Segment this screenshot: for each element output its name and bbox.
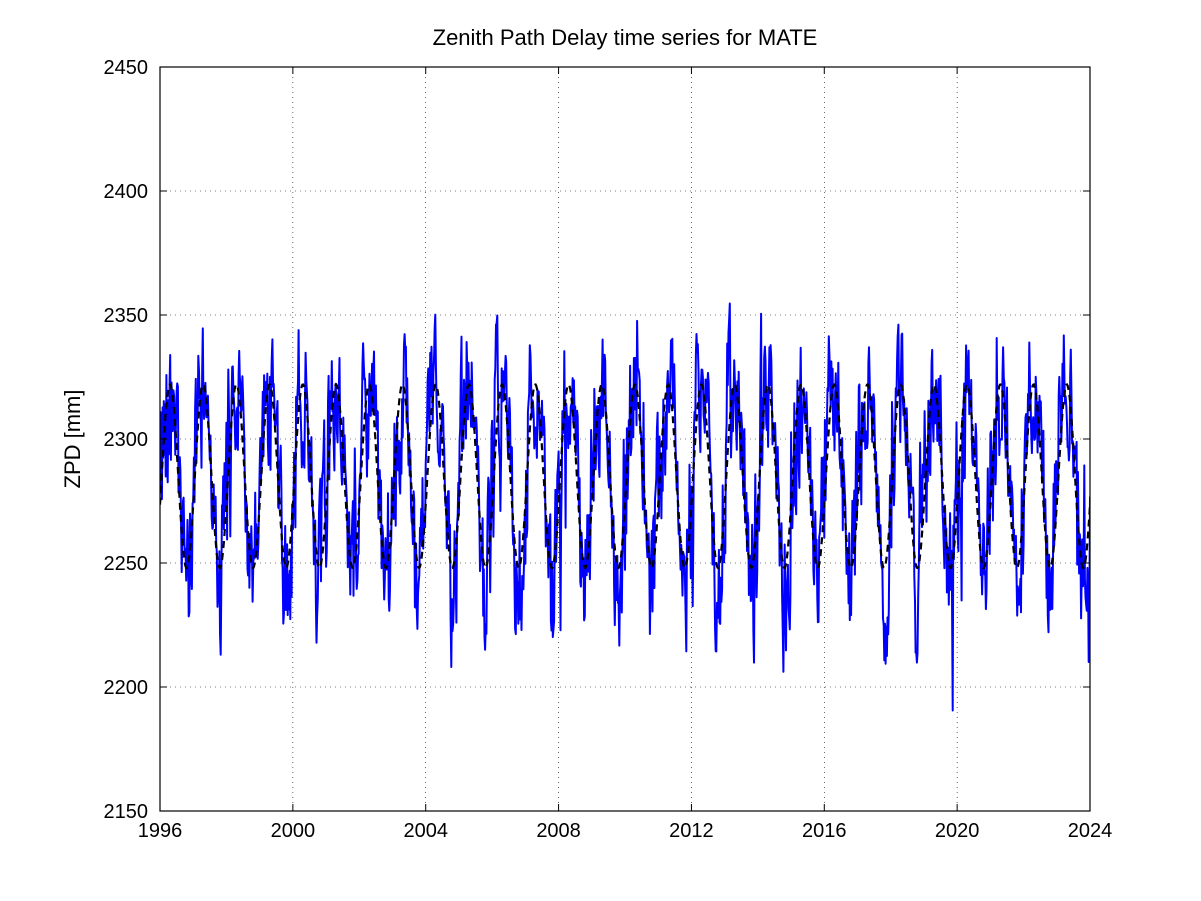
ytick-label: 2350 [104,305,149,327]
xtick-label: 1996 [138,820,183,842]
ytick-label: 2150 [104,801,149,823]
xtick-label: 2024 [1068,820,1113,842]
chart-svg: 1996 2000 2004 2008 2012 2016 2020 2024 2150 2200… [0,0,1201,901]
ytick-label: 2400 [104,181,149,203]
xtick-label: 2016 [802,820,847,842]
ytick-label: 2300 [104,429,149,451]
ytick-label: 2200 [104,677,149,699]
xtick-label: 2020 [935,820,980,842]
xtick-label: 2008 [536,820,581,842]
xtick-label: 2004 [403,820,448,842]
ytick-label: 2250 [104,553,149,575]
xtick-label: 2000 [271,820,316,842]
chart-title: Zenith Path Delay time series for MATE [433,25,818,50]
chart-container: 1996 2000 2004 2008 2012 2016 2020 2024 2150 2200… [0,0,1201,901]
xtick-label: 2012 [669,820,714,842]
ytick-label: 2450 [104,57,149,79]
y-axis-label: ZPD [mm] [60,390,85,489]
